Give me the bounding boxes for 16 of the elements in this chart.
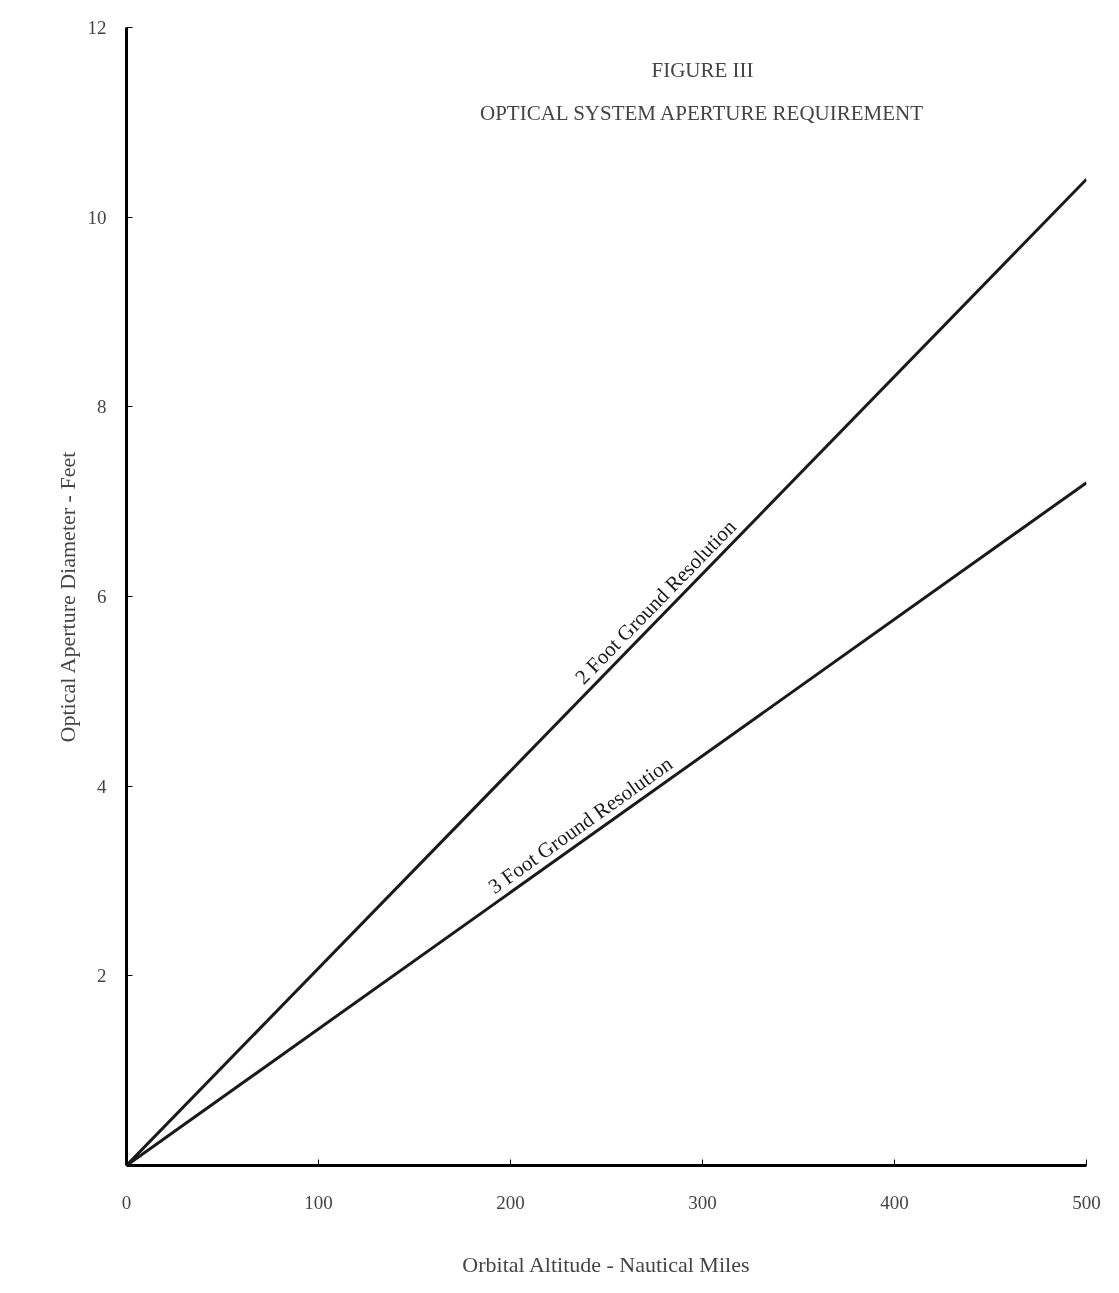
y-axis-title: Optical Aperture Diameter - Feet <box>54 451 80 743</box>
text: FIGURE III <box>651 58 754 83</box>
x-tick-label: 0 <box>121 1191 132 1213</box>
y-tick-label: 10 <box>87 206 107 228</box>
text: OPTICAL SYSTEM APERTURE REQUIREMENT <box>480 100 924 125</box>
x-tick-label: 400 <box>880 1191 909 1213</box>
x-tick-label: 500 <box>1072 1191 1101 1213</box>
y-tick-label: 12 <box>87 17 107 38</box>
x-tick-label: 200 <box>496 1191 525 1213</box>
x-tick-label: 300 <box>688 1191 717 1213</box>
y-tick-label: 2 <box>97 965 107 987</box>
y-tick-label: 6 <box>97 586 107 607</box>
x-tick-label: 100 <box>304 1191 333 1213</box>
x-axis-title: Orbital Altitude - Nautical Miles <box>462 1251 750 1277</box>
y-tick-label: 4 <box>97 775 107 797</box>
y-tick-label: 8 <box>97 396 107 418</box>
